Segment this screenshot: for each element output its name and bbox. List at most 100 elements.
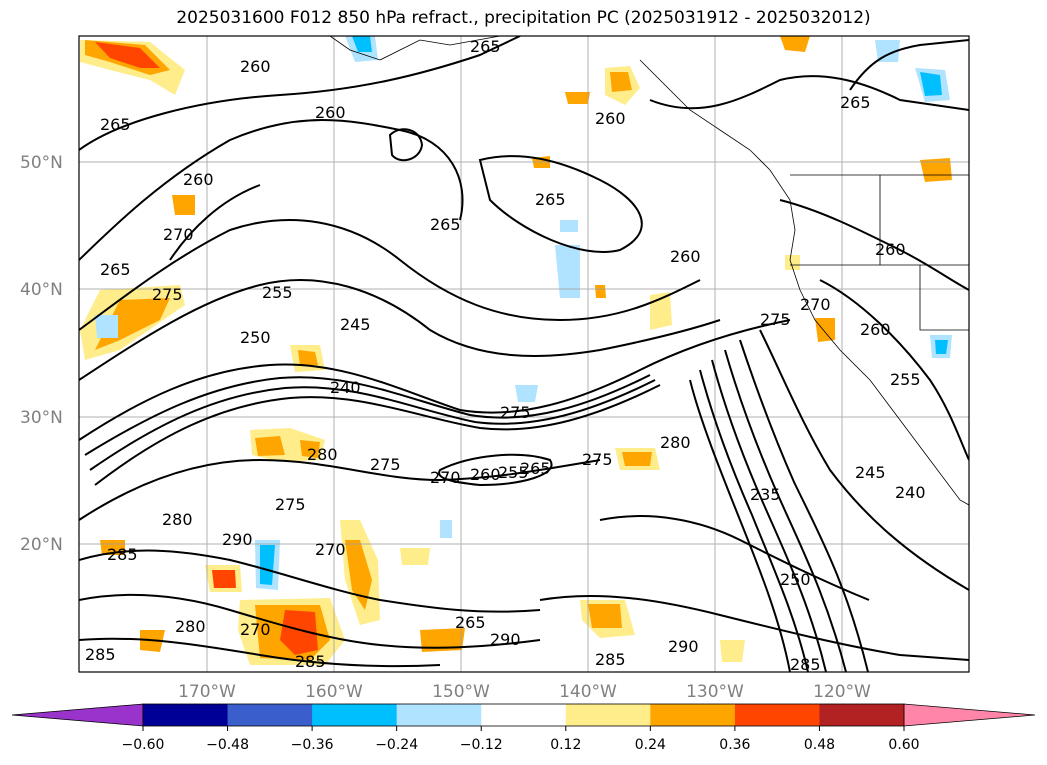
contour-label: 265 xyxy=(840,93,871,112)
contour-label: 250 xyxy=(780,570,811,589)
contour-line xyxy=(539,594,969,661)
precip-blob xyxy=(515,385,538,402)
contour-line xyxy=(79,593,541,649)
colorbar-segment xyxy=(227,704,313,726)
contour-line xyxy=(94,384,661,486)
precip-blob xyxy=(920,72,942,96)
contour-line xyxy=(649,75,969,111)
precip-blob xyxy=(280,610,318,655)
contour-line xyxy=(438,453,553,487)
contour-line xyxy=(739,339,869,672)
precip-blob xyxy=(785,255,800,270)
contour-line xyxy=(599,515,870,601)
precip-blob xyxy=(595,285,606,298)
contour-label: 285 xyxy=(595,650,626,669)
contour-label: 265 xyxy=(100,115,131,134)
colorbar-segment xyxy=(565,704,651,726)
contour-line xyxy=(724,349,847,672)
precip-blob xyxy=(720,640,745,662)
precip-blob xyxy=(815,318,835,342)
contour-line xyxy=(699,369,809,672)
precip-shading xyxy=(80,36,952,665)
colorbar-tick-label: 0.60 xyxy=(888,737,919,753)
refractivity-contours xyxy=(79,36,969,672)
contour-label: 290 xyxy=(490,630,521,649)
contour-label: 275 xyxy=(370,455,401,474)
precip-blob xyxy=(352,36,372,52)
contour-label: 260 xyxy=(470,465,501,484)
contour-line xyxy=(689,379,791,672)
colorbar-segment xyxy=(734,704,820,726)
contour-label: 270 xyxy=(800,295,831,314)
precip-blob xyxy=(172,195,195,215)
contour-label: 260 xyxy=(315,103,346,122)
contour-line xyxy=(79,279,721,381)
contour-line xyxy=(779,199,969,291)
colorbar-extend-left xyxy=(11,703,144,727)
coastlines xyxy=(329,36,969,506)
colorbar-tick-label: −0.12 xyxy=(460,737,503,753)
lon-label: 160°W xyxy=(305,682,363,702)
precip-blob xyxy=(588,604,622,628)
contour-labels: 260 260 260 265 260 270 265 275 260 265 … xyxy=(85,37,926,674)
lat-label: 50°N xyxy=(20,153,63,173)
lon-label: 140°W xyxy=(559,682,617,702)
contour-label: 285 xyxy=(295,652,326,671)
lat-label: 20°N xyxy=(20,535,63,555)
precip-blob xyxy=(400,548,430,565)
colorbar-segment xyxy=(481,704,567,726)
contour-line xyxy=(759,329,969,591)
contour-label: 250 xyxy=(240,328,271,347)
latitude-labels: 50°N 40°N 30°N 20°N xyxy=(20,153,63,555)
contour-label: 290 xyxy=(222,530,253,549)
colorbar-tick-label: 0.48 xyxy=(804,737,835,753)
contour-label: 280 xyxy=(175,617,206,636)
colorbar-segment xyxy=(396,704,482,726)
contour-label: 245 xyxy=(340,315,371,334)
coastline-alaska xyxy=(329,36,501,61)
contour-label: 275 xyxy=(275,495,306,514)
contour-label: 275 xyxy=(500,403,531,422)
coastline-bc xyxy=(639,59,796,261)
contour-label: 260 xyxy=(670,247,701,266)
precip-blob xyxy=(255,436,285,456)
lon-label: 130°W xyxy=(686,682,744,702)
contour-label: 245 xyxy=(855,463,886,482)
precip-blob xyxy=(420,628,465,652)
contour-label: 275 xyxy=(760,310,791,329)
contour-label: 240 xyxy=(895,483,926,502)
contour-line xyxy=(79,458,601,521)
precip-blob xyxy=(212,570,236,588)
contour-label: 265 xyxy=(430,215,461,234)
contour-label: 260 xyxy=(595,109,626,128)
contour-line xyxy=(79,549,541,613)
contour-label: 260 xyxy=(875,240,906,259)
contour-label: 275 xyxy=(582,450,613,469)
colorbar-segment xyxy=(143,704,229,726)
contour-line xyxy=(819,279,969,461)
contour-label: 265 xyxy=(470,37,501,56)
colorbar: −0.60 −0.48 −0.36 −0.24 −0.12 0.12 0.24 0.36 0.4… xyxy=(11,703,1036,753)
coastline-us-west xyxy=(789,259,969,506)
colorbar-extend-right xyxy=(903,703,1036,727)
longitude-labels: 170°W 160°W 150°W 140°W 130°W 120°W xyxy=(178,682,871,702)
precip-blob xyxy=(260,545,275,585)
precip-blob xyxy=(95,315,118,338)
lon-label: 120°W xyxy=(813,682,871,702)
contour-line xyxy=(79,219,701,331)
contour-line xyxy=(79,36,521,151)
contour-line xyxy=(84,374,651,456)
contour-label: 270 xyxy=(430,468,461,487)
contour-label: 265 xyxy=(535,190,566,209)
lat-label: 40°N xyxy=(20,280,63,300)
precip-blob xyxy=(555,245,580,298)
contour-label: 265 xyxy=(455,613,486,632)
contour-line xyxy=(79,637,441,668)
colorbar-tick-label: 0.36 xyxy=(719,737,750,753)
contour-label: 260 xyxy=(860,320,891,339)
contour-label: 280 xyxy=(660,433,691,452)
plot-frame xyxy=(78,35,970,673)
contour-label: 275 xyxy=(152,285,183,304)
contour-line xyxy=(849,39,969,91)
precip-blob xyxy=(440,520,452,538)
